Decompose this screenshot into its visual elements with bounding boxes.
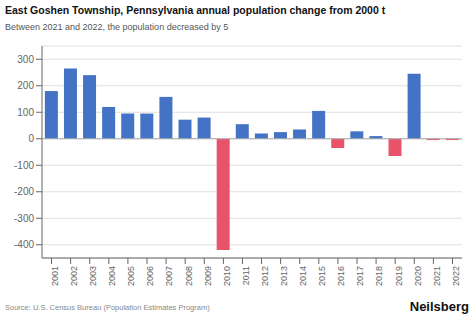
svg-text:2001: 2001 xyxy=(50,266,60,286)
svg-text:300: 300 xyxy=(17,54,34,65)
svg-text:2003: 2003 xyxy=(88,266,98,286)
svg-text:0: 0 xyxy=(28,133,34,144)
html-text:Between 2021 and 2022, the pop: Between 2021 and 2022, the population de… xyxy=(5,22,229,32)
svg-text:-200: -200 xyxy=(14,186,34,197)
svg-text:2009: 2009 xyxy=(203,266,213,286)
svg-text:2002: 2002 xyxy=(69,266,79,286)
svg-text:2022: 2022 xyxy=(451,266,461,286)
svg-text:2020: 2020 xyxy=(413,266,423,286)
svg-text:2012: 2012 xyxy=(260,266,270,286)
svg-text:-300: -300 xyxy=(14,213,34,224)
svg-text:2018: 2018 xyxy=(374,266,384,286)
svg-text:2006: 2006 xyxy=(145,266,155,286)
svg-text:2014: 2014 xyxy=(298,266,308,286)
svg-text:100: 100 xyxy=(17,107,34,118)
svg-text:2013: 2013 xyxy=(279,266,289,286)
html-text:Source: U.S. Census Bureau (Po: Source: U.S. Census Bureau (Population E… xyxy=(5,303,210,312)
svg-text:200: 200 xyxy=(17,80,34,91)
svg-text:2007: 2007 xyxy=(164,266,174,286)
svg-text:2016: 2016 xyxy=(336,266,346,286)
svg-text:2019: 2019 xyxy=(394,266,404,286)
html-text:East Goshen Township, Pennsylv: East Goshen Township, Pennsylvania annua… xyxy=(5,4,386,16)
svg-text:2010: 2010 xyxy=(222,266,232,286)
svg-text:2004: 2004 xyxy=(107,266,117,286)
svg-text:2005: 2005 xyxy=(126,266,136,286)
svg-text:-400: -400 xyxy=(14,239,34,250)
svg-text:2021: 2021 xyxy=(432,266,442,286)
svg-text:2017: 2017 xyxy=(355,266,365,286)
svg-text:2008: 2008 xyxy=(184,266,194,286)
svg-text:2015: 2015 xyxy=(317,266,327,286)
svg-text:-100: -100 xyxy=(14,160,34,171)
html-text:Neilsberg: Neilsberg xyxy=(409,299,469,314)
svg-text:2011: 2011 xyxy=(241,266,251,285)
